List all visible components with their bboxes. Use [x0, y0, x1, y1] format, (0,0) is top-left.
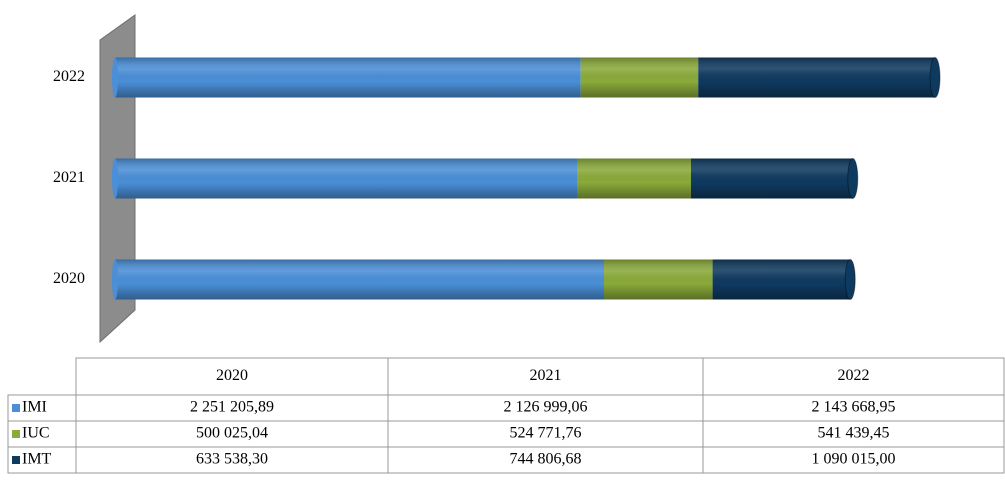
bar-shade: [603, 259, 713, 300]
table-value: 524 771,76: [510, 425, 582, 442]
table-cell: [702, 446, 1005, 474]
bar-cap: [112, 259, 118, 300]
bar-shade: [115, 259, 604, 300]
table-header: 2021: [530, 367, 562, 384]
bar-cap: [112, 158, 118, 199]
table-value: 633 538,30: [196, 451, 268, 468]
y-tick-label: 2020: [53, 270, 85, 287]
table-value: 2 126 999,06: [504, 399, 588, 416]
table-value: 2 143 668,95: [812, 399, 896, 416]
bar-shade: [115, 158, 578, 199]
table-header: 2022: [838, 367, 870, 384]
bar-shade: [580, 57, 699, 98]
legend-label: IMI: [22, 399, 47, 416]
legend-label: IUC: [22, 425, 50, 442]
legend-key: [12, 430, 20, 438]
bar-cap: [112, 57, 118, 98]
bar-cap: [847, 158, 859, 199]
table-value: 541 439,45: [818, 425, 890, 442]
bar-shade: [712, 259, 851, 300]
legend-key: [12, 456, 20, 464]
table-value: 744 806,68: [510, 451, 582, 468]
y-tick-label: 2021: [53, 169, 85, 186]
table-value: 1 090 015,00: [812, 451, 896, 468]
bar-shade: [577, 158, 691, 199]
y-tick-label: 2022: [53, 68, 85, 85]
table-value: 2 251 205,89: [190, 399, 274, 416]
legend-key: [12, 404, 20, 412]
bar-cap: [844, 259, 856, 300]
bar-shade: [698, 57, 935, 98]
bar-shade: [115, 57, 581, 98]
table-value: 500 025,04: [196, 425, 268, 442]
bar-shade: [690, 158, 853, 199]
table-header: 2020: [216, 367, 248, 384]
bar-cap: [929, 57, 941, 98]
legend-label: IMT: [22, 451, 52, 468]
